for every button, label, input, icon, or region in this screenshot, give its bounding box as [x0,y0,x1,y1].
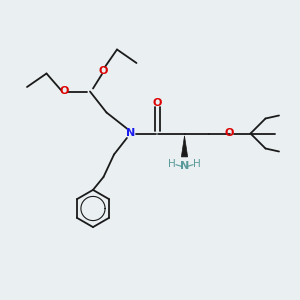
Text: O: O [60,86,69,97]
Polygon shape [181,136,188,157]
Text: O: O [153,98,162,109]
Text: O: O [225,128,234,139]
Text: H: H [168,159,176,169]
Text: H: H [193,159,200,169]
Text: N: N [180,161,189,171]
Text: N: N [126,128,135,139]
Text: O: O [99,65,108,76]
